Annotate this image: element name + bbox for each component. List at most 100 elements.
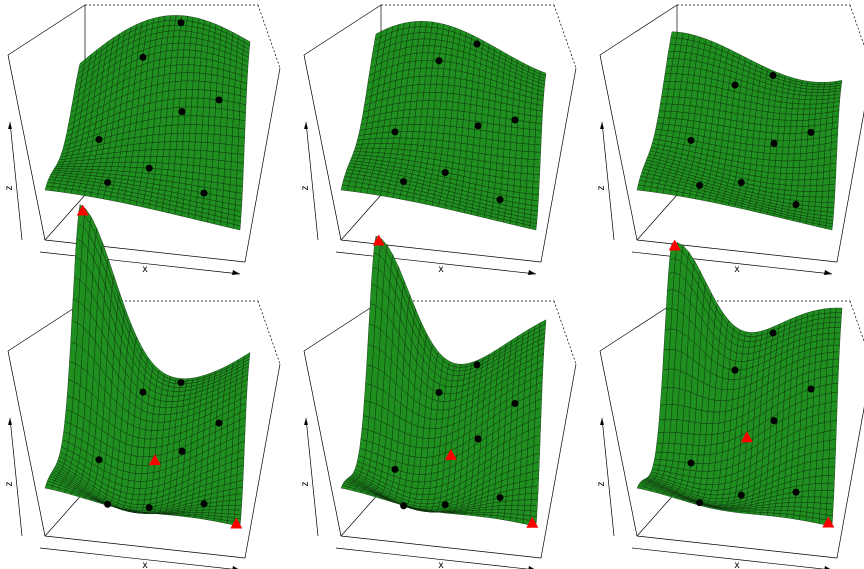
surface-facet xyxy=(712,411,721,424)
surface-facet xyxy=(200,150,208,160)
surface-facet xyxy=(212,151,220,161)
data-point xyxy=(770,139,778,147)
data-point xyxy=(737,178,745,186)
surface-facet xyxy=(435,83,443,93)
surface-facet xyxy=(195,44,203,52)
surface-facet xyxy=(185,89,193,99)
surface-facet xyxy=(179,30,187,38)
surface-facet xyxy=(465,79,473,90)
surface-facet xyxy=(218,151,226,162)
surface-facet xyxy=(439,100,448,110)
surface-facet xyxy=(131,435,140,448)
surface-facet xyxy=(772,178,781,185)
surface-facet xyxy=(531,492,539,500)
surface-facet xyxy=(449,126,457,136)
surface-facet xyxy=(511,494,520,501)
x-axis-label: x xyxy=(439,264,444,275)
surface-facet xyxy=(199,65,207,75)
surface-facet xyxy=(487,115,495,125)
box-edge xyxy=(836,110,864,263)
surface-facet xyxy=(749,336,757,342)
surface-facet xyxy=(419,26,427,33)
surface-facet xyxy=(703,129,712,138)
surface-facet xyxy=(766,118,774,127)
surface-facet xyxy=(747,129,755,139)
surface-facet xyxy=(190,115,198,125)
box-edge xyxy=(244,67,281,263)
surface-facet xyxy=(169,141,178,150)
surface-facet xyxy=(684,373,693,393)
surface-facet xyxy=(134,128,142,138)
surface-facet xyxy=(187,149,195,159)
surface-facet xyxy=(534,144,542,153)
surface-facet xyxy=(477,160,485,169)
surface-facet xyxy=(110,166,119,172)
surface-facet xyxy=(413,124,421,133)
surface-facet xyxy=(171,115,179,126)
surface-facet xyxy=(681,420,690,434)
surface-facet xyxy=(173,387,181,392)
surface-facet xyxy=(467,128,475,138)
surface-facet xyxy=(825,375,833,386)
surface-facet xyxy=(505,500,513,506)
surface-facet xyxy=(187,157,195,166)
surface-facet xyxy=(192,72,200,82)
surface-facet xyxy=(475,113,483,123)
surface-facet xyxy=(128,130,136,139)
surface-facet xyxy=(472,144,480,154)
surface-facet xyxy=(124,156,133,163)
data-point xyxy=(178,447,186,455)
surface-facet xyxy=(757,145,765,154)
surface-facet xyxy=(412,76,420,86)
surface-facet xyxy=(745,143,753,152)
surface-facet xyxy=(205,158,213,168)
surface-facet xyxy=(797,103,805,110)
surface-facet xyxy=(105,162,113,167)
surface-facet xyxy=(159,400,167,409)
surface-facet xyxy=(743,340,751,348)
surface-facet xyxy=(214,116,222,127)
surface-facet xyxy=(428,487,437,495)
surface-facet xyxy=(80,163,89,167)
surface-facet xyxy=(712,109,721,119)
surface-facet xyxy=(131,156,139,163)
surface-facet xyxy=(423,417,431,429)
surface-facet xyxy=(174,156,182,165)
data-point xyxy=(391,465,399,473)
surface-facet xyxy=(828,332,835,340)
surface-facet xyxy=(422,145,431,153)
surface-facet xyxy=(743,107,751,117)
surface-facet xyxy=(85,166,94,170)
surface-facet xyxy=(410,423,419,438)
box-edge xyxy=(340,490,382,537)
surface-facet xyxy=(747,122,755,132)
surface-facet xyxy=(735,352,743,362)
surface-facet xyxy=(492,123,500,134)
surface-facet xyxy=(816,184,824,192)
surface-facet xyxy=(511,505,519,511)
data-point xyxy=(95,136,103,144)
surface-facet xyxy=(737,106,745,116)
data-point xyxy=(441,168,449,176)
surface-facet xyxy=(424,75,432,85)
surface-facet xyxy=(831,374,839,385)
surface-facet xyxy=(829,317,836,323)
surface-facet xyxy=(722,125,731,135)
surface-facet xyxy=(132,488,141,496)
surface-facet xyxy=(409,435,418,448)
surface-facet xyxy=(802,119,810,127)
surface-facet xyxy=(828,190,836,198)
surface-facet xyxy=(444,512,453,514)
surface-facet xyxy=(494,101,502,111)
z-axis-arrow xyxy=(305,417,319,537)
surface-facet xyxy=(680,432,689,445)
surface-facet xyxy=(694,408,703,424)
surface-facet xyxy=(755,103,764,112)
surface-facet xyxy=(152,413,160,423)
surface-facet xyxy=(155,156,164,164)
box-edge xyxy=(340,535,542,559)
surface-facet xyxy=(705,423,714,436)
surface-facet xyxy=(711,422,720,435)
surface-facet xyxy=(773,106,781,114)
surface-facet xyxy=(483,514,492,519)
